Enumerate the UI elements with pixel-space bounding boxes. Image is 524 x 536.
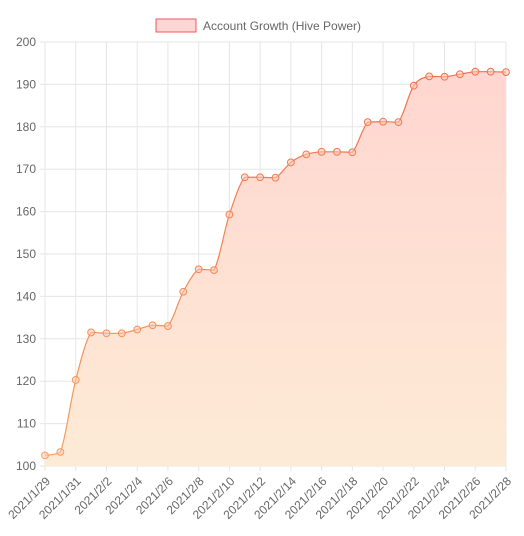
y-tick-label: 170 — [16, 162, 36, 176]
area-fill — [45, 71, 506, 467]
legend[interactable]: Account Growth (Hive Power) — [155, 18, 361, 33]
y-tick-label: 190 — [16, 77, 36, 91]
data-point[interactable] — [117, 329, 126, 338]
data-point[interactable] — [225, 210, 234, 219]
area-fill-path — [45, 71, 506, 467]
data-point[interactable] — [71, 376, 80, 384]
y-tick-label: 160 — [16, 205, 36, 219]
y-tick-label: 120 — [16, 374, 36, 388]
data-point[interactable] — [286, 158, 295, 167]
data-point[interactable] — [41, 451, 49, 460]
data-point[interactable] — [379, 117, 387, 126]
data-point[interactable] — [348, 148, 357, 157]
data-point[interactable] — [179, 287, 188, 296]
y-tick-label: 200 — [16, 35, 36, 49]
data-point[interactable] — [240, 173, 249, 182]
data-point[interactable] — [456, 70, 464, 79]
data-point[interactable] — [486, 67, 495, 76]
data-point[interactable] — [194, 265, 203, 274]
x-axis: 2021/1/292021/1/312021/2/22021/2/42021/2… — [5, 474, 514, 522]
data-point[interactable] — [409, 81, 418, 90]
data-point[interactable] — [164, 322, 172, 330]
y-tick-label: 130 — [16, 332, 36, 346]
y-axis: 100 110 120 130 140 150 160 170 180 190 200 — [16, 35, 36, 473]
data-point[interactable] — [148, 321, 157, 330]
y-tick-label: 140 — [16, 289, 36, 303]
data-point[interactable] — [425, 72, 434, 81]
data-point[interactable] — [302, 150, 311, 159]
data-point[interactable] — [502, 68, 510, 77]
data-point[interactable] — [87, 328, 95, 337]
legend-swatch[interactable] — [155, 18, 197, 33]
data-points — [41, 67, 510, 460]
data-point[interactable] — [471, 67, 480, 76]
data-point[interactable] — [317, 147, 326, 156]
y-tick-label: 110 — [17, 417, 36, 431]
data-point[interactable] — [363, 118, 372, 127]
data-point[interactable] — [56, 448, 65, 456]
legend-label[interactable]: Account Growth (Hive Power) — [203, 19, 361, 33]
data-point[interactable] — [440, 72, 449, 81]
data-point[interactable] — [394, 118, 403, 127]
y-tick-label: 100 — [16, 459, 36, 473]
data-point[interactable] — [210, 266, 218, 275]
data-point[interactable] — [133, 325, 142, 334]
data-point[interactable] — [102, 329, 111, 338]
data-point[interactable] — [256, 173, 265, 182]
y-tick-label: 180 — [16, 120, 36, 134]
y-tick-label: 150 — [16, 247, 36, 261]
data-point[interactable] — [333, 147, 341, 156]
data-point[interactable] — [271, 173, 280, 182]
